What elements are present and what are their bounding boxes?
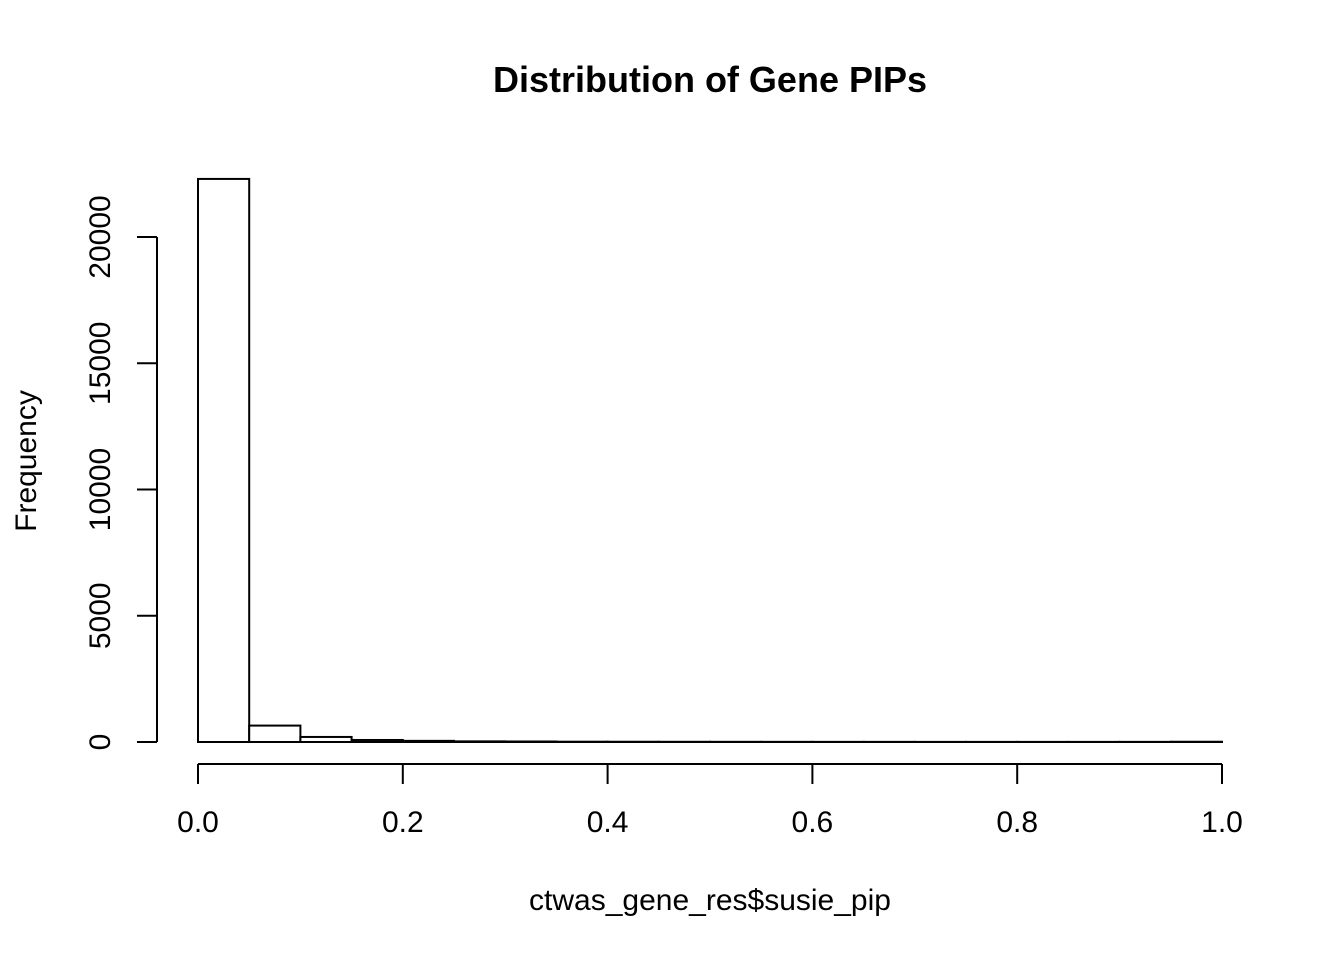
histogram-bar-3 xyxy=(350,738,404,743)
chart-title: Distribution of Gene PIPs xyxy=(493,59,927,100)
x-tick-label-0: 0.0 xyxy=(177,806,219,839)
y-tick-label-3: 15000 xyxy=(84,322,117,405)
histogram-bar-1 xyxy=(248,724,302,744)
x-axis: 0.0 0.2 0.4 0.6 0.8 1.0 xyxy=(177,763,1243,839)
y-tick-label-4: 20000 xyxy=(84,195,117,278)
y-tick-label-0: 0 xyxy=(84,734,117,751)
histogram-bar-5 xyxy=(453,740,507,744)
histogram-bar-4 xyxy=(401,739,455,744)
x-tick-label-1: 0.2 xyxy=(382,806,424,839)
x-tick-label-2: 0.4 xyxy=(587,806,629,839)
histogram-bar-2 xyxy=(299,735,353,744)
y-axis-label: Frequency xyxy=(10,390,43,532)
y-axis: 0 5000 10000 15000 20000 xyxy=(84,195,158,751)
x-tick-label-3: 0.6 xyxy=(792,806,834,839)
histogram-bars xyxy=(197,177,1224,744)
x-tick-label-4: 0.8 xyxy=(996,806,1038,839)
x-axis-label: ctwas_gene_res$susie_pip xyxy=(529,884,891,917)
histogram-bar-0 xyxy=(197,177,251,744)
x-tick-label-5: 1.0 xyxy=(1201,806,1243,839)
histogram-bar-6 xyxy=(504,740,558,743)
y-tick-label-1: 5000 xyxy=(84,582,117,649)
y-tick-label-2: 10000 xyxy=(84,448,117,531)
